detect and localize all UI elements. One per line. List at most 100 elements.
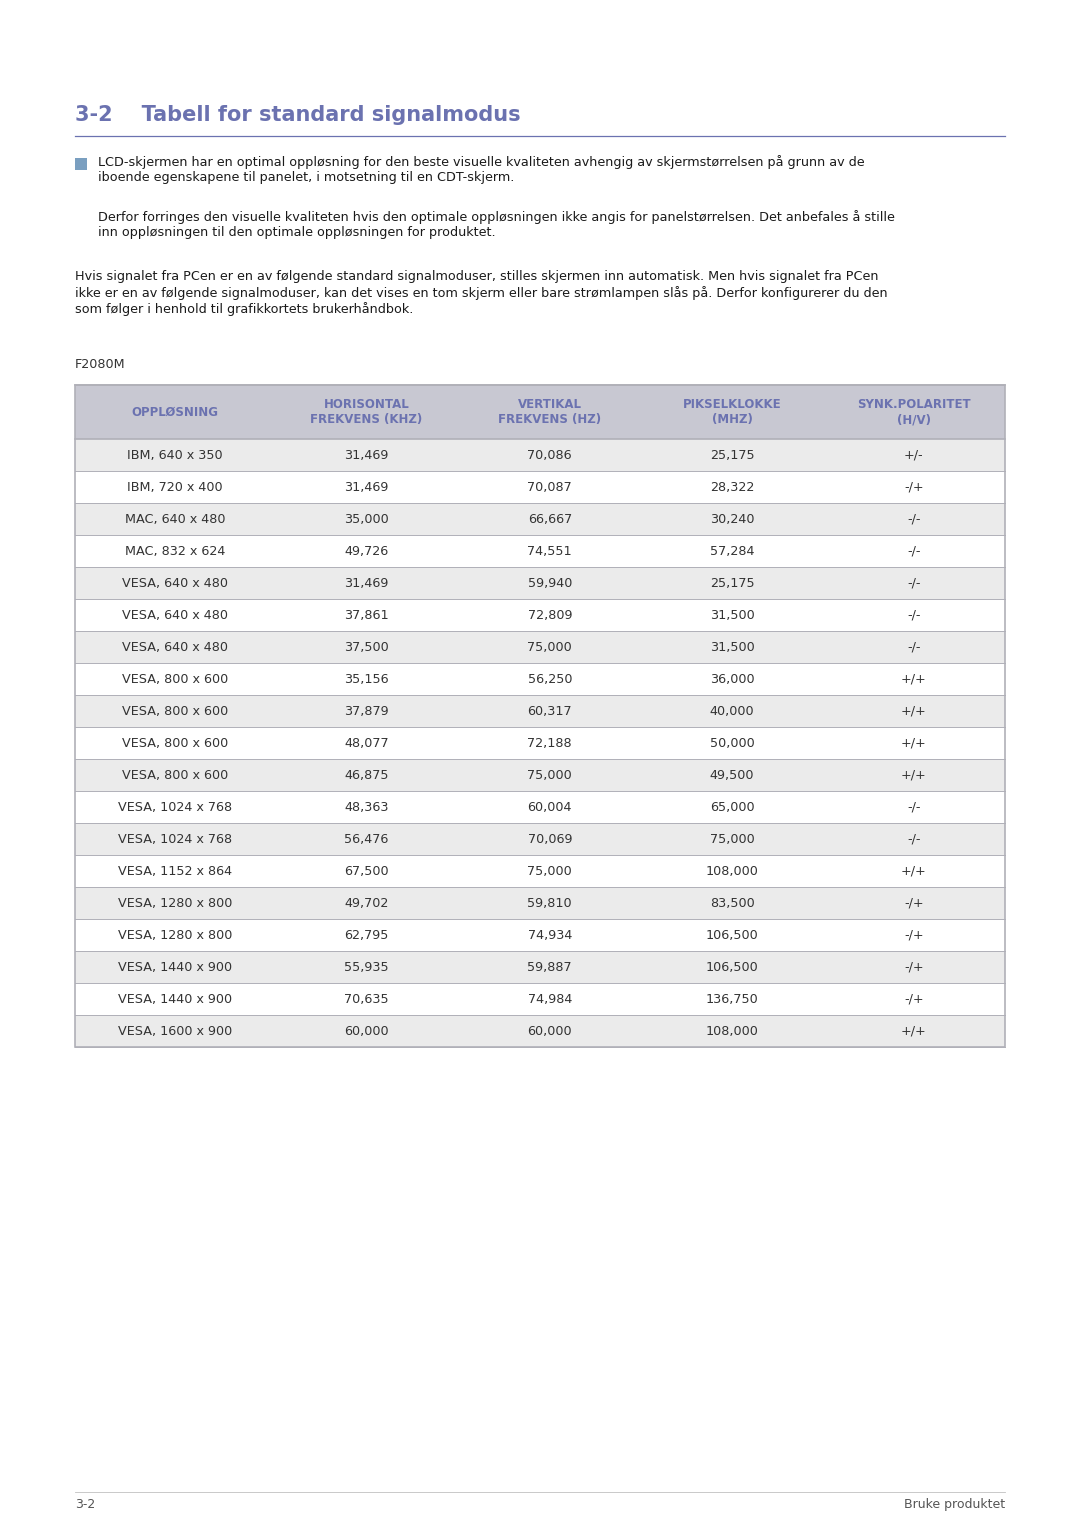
Text: -/-: -/- (907, 608, 920, 621)
Text: 75,000: 75,000 (527, 864, 572, 878)
Text: VESA, 1024 x 768: VESA, 1024 x 768 (118, 800, 232, 814)
Bar (75, 470, 1005, 502)
Text: som følger i henhold til grafikkortets brukerhåndbok.: som følger i henhold til grafikkortets b… (75, 302, 414, 316)
Text: 60,004: 60,004 (527, 800, 572, 814)
Text: 40,000: 40,000 (710, 704, 754, 718)
Text: +/-: +/- (904, 449, 923, 461)
Text: VESA, 640 x 480: VESA, 640 x 480 (122, 640, 228, 654)
Text: 55,935: 55,935 (345, 960, 389, 974)
Text: HORISONTAL
FREKVENS (KHZ): HORISONTAL FREKVENS (KHZ) (310, 397, 422, 426)
Text: ikke er en av følgende signalmoduser, kan det vises en tom skjerm eller bare str: ikke er en av følgende signalmoduser, ka… (75, 286, 888, 299)
Text: 35,156: 35,156 (345, 672, 389, 686)
Text: -/+: -/+ (904, 960, 923, 974)
Text: -/+: -/+ (904, 928, 923, 942)
Text: 75,000: 75,000 (527, 640, 572, 654)
Text: VESA, 800 x 600: VESA, 800 x 600 (122, 768, 228, 782)
Bar (75, 631, 1005, 663)
Bar (75, 385, 1005, 1048)
Bar (75, 919, 1005, 951)
Bar (75, 887, 1005, 919)
Text: 3-2: 3-2 (75, 1498, 95, 1512)
Text: 48,077: 48,077 (345, 736, 389, 750)
Text: Derfor forringes den visuelle kvaliteten hvis den optimale oppløsningen ikke ang: Derfor forringes den visuelle kvaliteten… (98, 211, 895, 224)
Text: 60,317: 60,317 (527, 704, 572, 718)
Bar (75, 791, 1005, 823)
Text: 56,250: 56,250 (527, 672, 572, 686)
Bar (75, 438, 1005, 470)
Text: -/-: -/- (907, 800, 920, 814)
Text: 25,175: 25,175 (710, 449, 754, 461)
Text: -/-: -/- (907, 577, 920, 589)
Bar (75, 385, 1005, 438)
Bar (75, 157, 87, 169)
Text: VESA, 1440 x 900: VESA, 1440 x 900 (118, 993, 232, 1005)
Bar (75, 983, 1005, 1015)
Text: 66,667: 66,667 (528, 513, 572, 525)
Text: -/-: -/- (907, 513, 920, 525)
Text: VESA, 800 x 600: VESA, 800 x 600 (122, 704, 228, 718)
Text: iboende egenskapene til panelet, i motsetning til en CDT-skjerm.: iboende egenskapene til panelet, i motse… (98, 171, 514, 183)
Text: VESA, 1440 x 900: VESA, 1440 x 900 (118, 960, 232, 974)
Text: 28,322: 28,322 (710, 481, 754, 493)
Text: 62,795: 62,795 (345, 928, 389, 942)
Text: 106,500: 106,500 (705, 928, 758, 942)
Text: F2080M: F2080M (75, 357, 125, 371)
Text: 67,500: 67,500 (345, 864, 389, 878)
Text: 75,000: 75,000 (710, 832, 755, 846)
Text: VESA, 800 x 600: VESA, 800 x 600 (122, 736, 228, 750)
Text: 56,476: 56,476 (345, 832, 389, 846)
Text: 74,551: 74,551 (527, 545, 572, 557)
Text: -/+: -/+ (904, 481, 923, 493)
Bar (75, 727, 1005, 759)
Text: 31,469: 31,469 (345, 481, 389, 493)
Text: IBM, 640 x 350: IBM, 640 x 350 (127, 449, 222, 461)
Text: Hvis signalet fra PCen er en av følgende standard signalmoduser, stilles skjerme: Hvis signalet fra PCen er en av følgende… (75, 270, 878, 282)
Text: VESA, 1600 x 900: VESA, 1600 x 900 (118, 1025, 232, 1037)
Text: -/-: -/- (907, 545, 920, 557)
Text: OPPLØSNING: OPPLØSNING (132, 406, 218, 418)
Text: 25,175: 25,175 (710, 577, 754, 589)
Text: 108,000: 108,000 (705, 1025, 758, 1037)
Bar (75, 599, 1005, 631)
Text: 37,861: 37,861 (345, 608, 389, 621)
Bar (75, 663, 1005, 695)
Bar (75, 823, 1005, 855)
Text: 70,069: 70,069 (527, 832, 572, 846)
Bar (75, 951, 1005, 983)
Text: SYNK.POLARITET
(H/V): SYNK.POLARITET (H/V) (858, 397, 971, 426)
Text: 48,363: 48,363 (345, 800, 389, 814)
Text: 60,000: 60,000 (527, 1025, 572, 1037)
Bar (75, 695, 1005, 727)
Text: 31,469: 31,469 (345, 449, 389, 461)
Text: 83,500: 83,500 (710, 896, 755, 910)
Text: 49,726: 49,726 (345, 545, 389, 557)
Text: 74,934: 74,934 (527, 928, 572, 942)
Text: inn oppløsningen til den optimale oppløsningen for produktet.: inn oppløsningen til den optimale oppløs… (98, 226, 496, 240)
Text: 46,875: 46,875 (345, 768, 389, 782)
Text: LCD-skjermen har en optimal oppløsning for den beste visuelle kvaliteten avhengi: LCD-skjermen har en optimal oppløsning f… (98, 156, 865, 169)
Bar (75, 855, 1005, 887)
Text: VESA, 640 x 480: VESA, 640 x 480 (122, 608, 228, 621)
Bar (75, 759, 1005, 791)
Text: +/+: +/+ (901, 864, 927, 878)
Text: VERTIKAL
FREKVENS (HZ): VERTIKAL FREKVENS (HZ) (498, 397, 602, 426)
Text: 31,469: 31,469 (345, 577, 389, 589)
Text: 65,000: 65,000 (710, 800, 754, 814)
Bar (75, 534, 1005, 567)
Text: +/+: +/+ (901, 768, 927, 782)
Bar (75, 502, 1005, 534)
Text: Bruke produktet: Bruke produktet (904, 1498, 1005, 1512)
Text: 136,750: 136,750 (705, 993, 758, 1005)
Text: VESA, 800 x 600: VESA, 800 x 600 (122, 672, 228, 686)
Text: -/+: -/+ (904, 993, 923, 1005)
Text: PIKSELKLOKKE
(MHZ): PIKSELKLOKKE (MHZ) (683, 397, 781, 426)
Text: 50,000: 50,000 (710, 736, 755, 750)
Text: 108,000: 108,000 (705, 864, 758, 878)
Text: +/+: +/+ (901, 1025, 927, 1037)
Text: MAC, 832 x 624: MAC, 832 x 624 (125, 545, 225, 557)
Text: 35,000: 35,000 (345, 513, 389, 525)
Text: 49,702: 49,702 (345, 896, 389, 910)
Text: 72,188: 72,188 (527, 736, 572, 750)
Text: 72,809: 72,809 (527, 608, 572, 621)
Text: 37,879: 37,879 (345, 704, 389, 718)
